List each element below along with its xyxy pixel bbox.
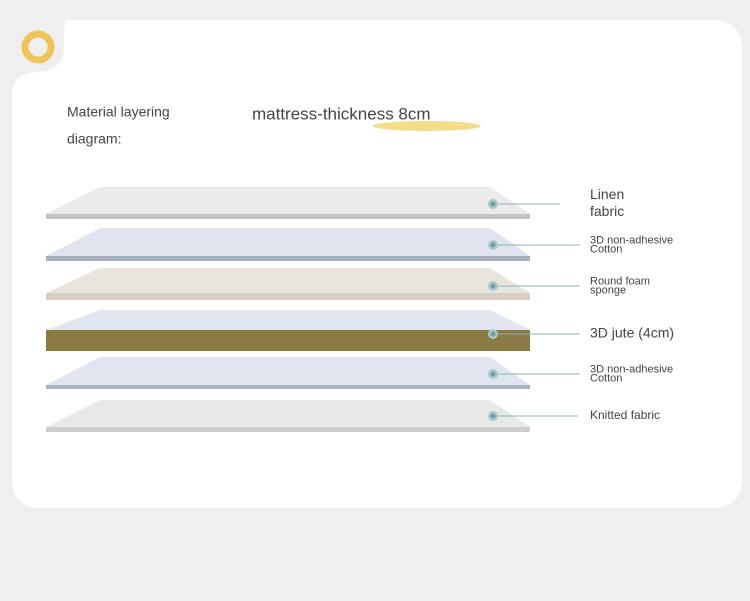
title-line: Material layering xyxy=(67,104,170,120)
title-line: diagram: xyxy=(67,131,121,147)
layer-label: Linen xyxy=(590,186,624,202)
layer-top xyxy=(46,268,530,293)
layer-top xyxy=(46,400,530,427)
highlight xyxy=(373,121,481,131)
layer-label: fabric xyxy=(590,203,624,219)
layer-top xyxy=(46,187,530,214)
leader-dot-core xyxy=(490,371,496,377)
layer-edge xyxy=(46,293,530,300)
card xyxy=(12,20,742,508)
layer-top xyxy=(46,310,530,330)
leader-dot-core xyxy=(490,242,496,248)
layer-label: 3D non-adhesive xyxy=(590,363,673,375)
leader-dot-core xyxy=(490,331,496,337)
subtitle: mattress-thickness 8cm xyxy=(252,104,431,123)
layer-label: Round foam xyxy=(590,275,650,287)
leader-dot-core xyxy=(490,201,496,207)
layer-edge xyxy=(46,214,530,219)
layer-edge xyxy=(46,385,530,389)
leader-dot-core xyxy=(490,283,496,289)
layer-label: 3D jute (4cm) xyxy=(590,325,674,341)
layer-label: Knitted fabric xyxy=(590,408,660,422)
layer: Knitted fabric xyxy=(46,400,660,432)
layer-label: 3D non-adhesive xyxy=(590,234,673,246)
layer-label: Cotton xyxy=(590,372,622,384)
layer-edge xyxy=(46,256,530,261)
layer-label: Cotton xyxy=(590,243,622,255)
layer-top xyxy=(46,357,530,385)
layer: 3D jute (4cm) xyxy=(46,310,674,351)
layer-edge xyxy=(46,330,530,351)
logo-ring xyxy=(21,30,55,64)
layer-label: sponge xyxy=(590,284,626,296)
layer-edge xyxy=(46,427,530,432)
leader-dot-core xyxy=(490,413,496,419)
layer-top xyxy=(46,228,530,256)
